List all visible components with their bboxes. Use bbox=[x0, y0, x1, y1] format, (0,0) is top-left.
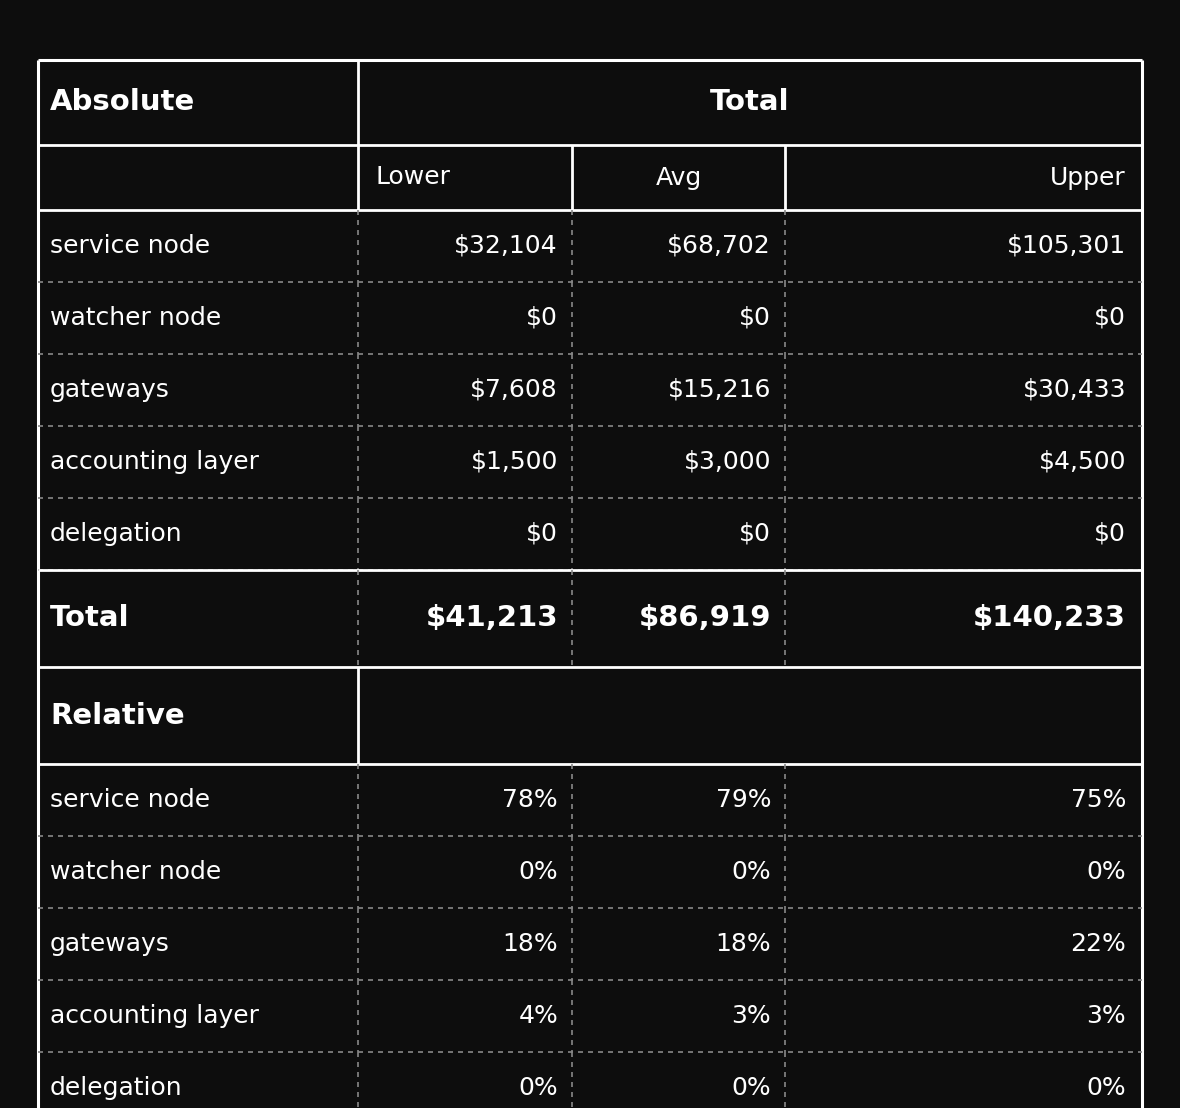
Text: $3,000: $3,000 bbox=[683, 450, 771, 474]
Text: Total: Total bbox=[50, 605, 130, 633]
Text: $140,233: $140,233 bbox=[974, 605, 1126, 633]
Text: 0%: 0% bbox=[732, 1076, 771, 1100]
Text: Lower: Lower bbox=[376, 165, 451, 189]
Text: gateways: gateways bbox=[50, 932, 170, 956]
Text: $0: $0 bbox=[526, 306, 558, 330]
Text: $1,500: $1,500 bbox=[471, 450, 558, 474]
Text: delegation: delegation bbox=[50, 522, 183, 546]
Text: delegation: delegation bbox=[50, 1076, 183, 1100]
Text: 75%: 75% bbox=[1070, 788, 1126, 812]
Text: accounting layer: accounting layer bbox=[50, 450, 258, 474]
Text: 3%: 3% bbox=[732, 1004, 771, 1028]
Text: $15,216: $15,216 bbox=[668, 378, 771, 402]
Text: $68,702: $68,702 bbox=[667, 234, 771, 258]
Text: 79%: 79% bbox=[715, 788, 771, 812]
Text: 18%: 18% bbox=[715, 932, 771, 956]
Text: 3%: 3% bbox=[1087, 1004, 1126, 1028]
Text: 18%: 18% bbox=[503, 932, 558, 956]
Text: $0: $0 bbox=[1094, 522, 1126, 546]
Text: Relative: Relative bbox=[50, 701, 184, 729]
Text: $7,608: $7,608 bbox=[471, 378, 558, 402]
Text: 0%: 0% bbox=[732, 860, 771, 884]
Text: Absolute: Absolute bbox=[50, 89, 195, 116]
Text: service node: service node bbox=[50, 234, 210, 258]
Text: watcher node: watcher node bbox=[50, 306, 222, 330]
Text: Avg: Avg bbox=[655, 165, 702, 189]
Text: $86,919: $86,919 bbox=[638, 605, 771, 633]
Text: $0: $0 bbox=[739, 522, 771, 546]
Text: watcher node: watcher node bbox=[50, 860, 222, 884]
Text: 0%: 0% bbox=[518, 860, 558, 884]
Text: 0%: 0% bbox=[518, 1076, 558, 1100]
Text: $0: $0 bbox=[526, 522, 558, 546]
Text: $105,301: $105,301 bbox=[1007, 234, 1126, 258]
Text: $0: $0 bbox=[739, 306, 771, 330]
Text: 0%: 0% bbox=[1087, 860, 1126, 884]
Text: service node: service node bbox=[50, 788, 210, 812]
Text: $41,213: $41,213 bbox=[425, 605, 558, 633]
Text: $30,433: $30,433 bbox=[1023, 378, 1126, 402]
Text: 4%: 4% bbox=[518, 1004, 558, 1028]
Text: $0: $0 bbox=[1094, 306, 1126, 330]
Text: Total: Total bbox=[710, 89, 789, 116]
Text: 22%: 22% bbox=[1070, 932, 1126, 956]
Text: accounting layer: accounting layer bbox=[50, 1004, 258, 1028]
Text: 0%: 0% bbox=[1087, 1076, 1126, 1100]
Text: $4,500: $4,500 bbox=[1038, 450, 1126, 474]
Text: gateways: gateways bbox=[50, 378, 170, 402]
Text: Upper: Upper bbox=[1050, 165, 1126, 189]
Text: 78%: 78% bbox=[503, 788, 558, 812]
Text: $32,104: $32,104 bbox=[454, 234, 558, 258]
